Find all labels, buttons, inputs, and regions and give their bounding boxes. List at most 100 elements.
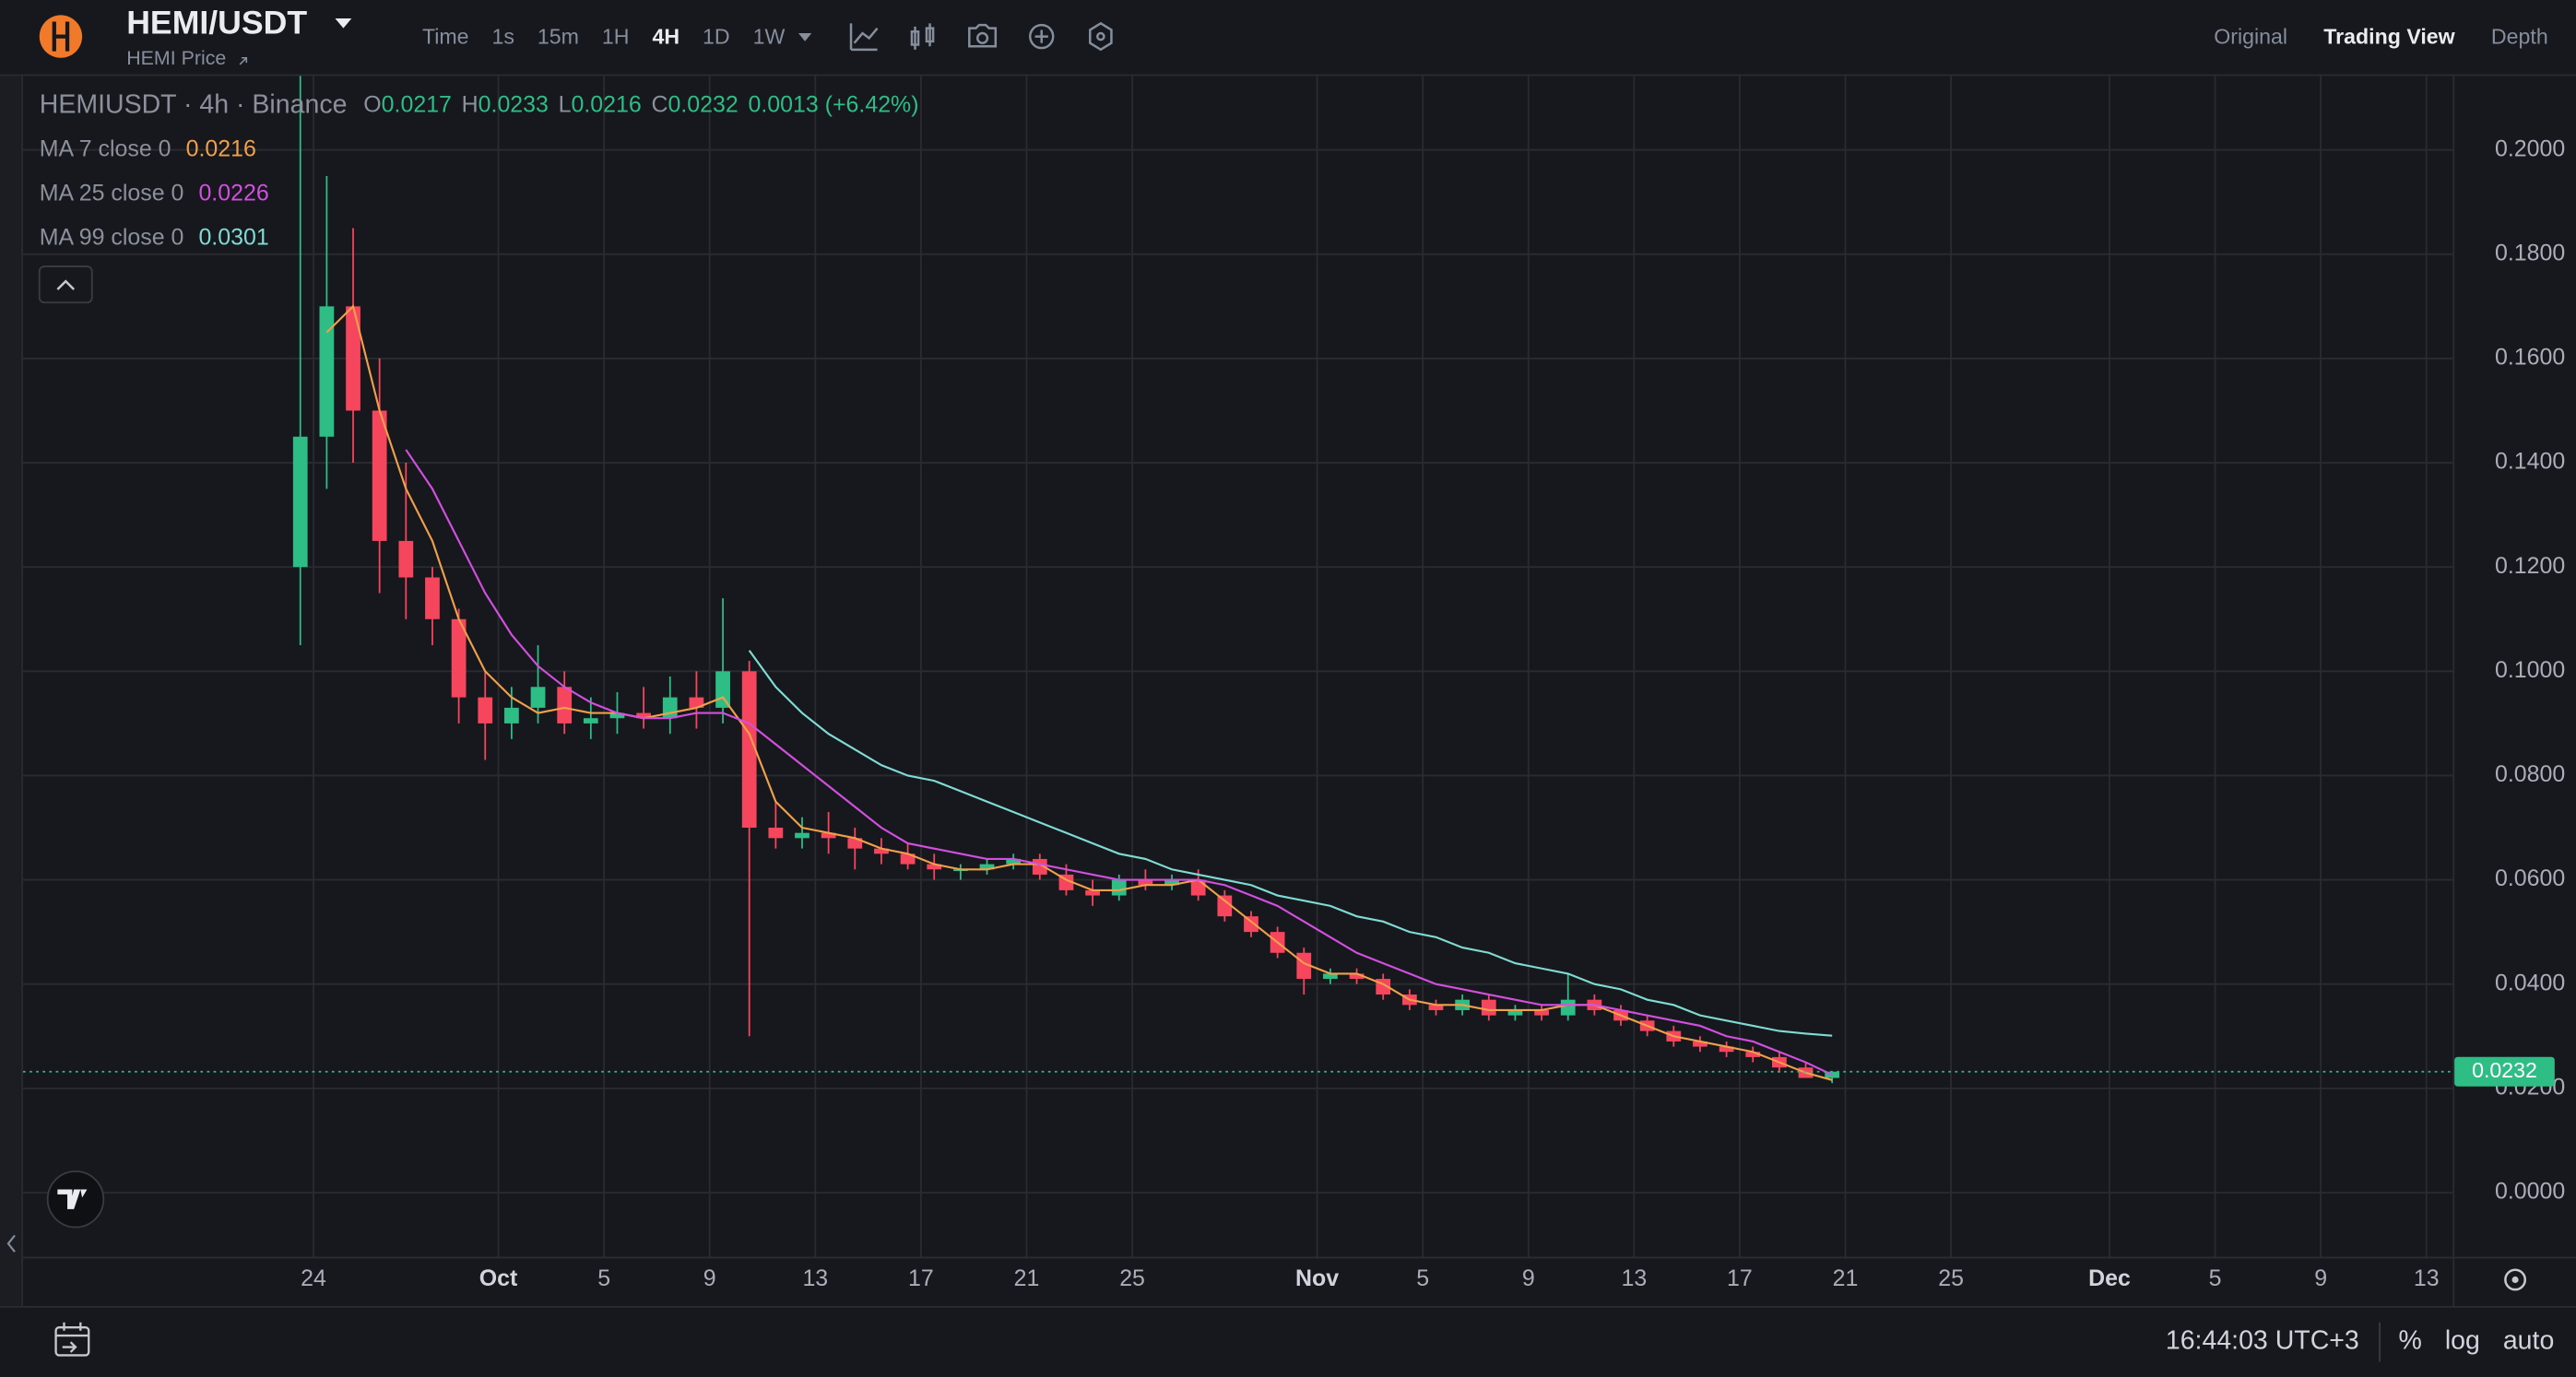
last-price-label: 0.0232: [2472, 1058, 2537, 1082]
candle-body: [1138, 879, 1153, 886]
interval-option[interactable]: Time: [422, 24, 469, 48]
price-link[interactable]: HEMI Price: [126, 47, 226, 69]
candle-body: [900, 853, 916, 865]
ohlc-value: 0.0233: [479, 91, 549, 117]
y-tick-label: 0.1000: [2495, 657, 2565, 683]
legend-collapse-button[interactable]: [38, 265, 93, 304]
indicator-icon[interactable]: [849, 23, 879, 52]
interval-option[interactable]: 15m: [538, 24, 579, 48]
candle-body: [504, 707, 519, 724]
candle-body: [874, 848, 889, 854]
more-intervals[interactable]: [798, 33, 812, 41]
settings-gear: [2504, 1268, 2527, 1291]
view-option[interactable]: Original: [2214, 24, 2287, 48]
x-tick-label: 24: [301, 1265, 326, 1291]
candle-body: [372, 410, 387, 541]
candle-body: [1164, 879, 1179, 886]
screenshot-icon[interactable]: [968, 23, 998, 48]
candle-body: [768, 828, 784, 839]
interval-option[interactable]: 1D: [703, 24, 730, 48]
scale-option[interactable]: %: [2399, 1326, 2422, 1356]
candle-body: [478, 697, 493, 724]
candle-body: [636, 712, 651, 719]
last-price-badge: [2454, 1056, 2555, 1087]
candle-body: [451, 618, 467, 698]
ma-legend: MA 25 close 0 0.0226: [40, 180, 269, 206]
y-tick-label: 0.1600: [2495, 345, 2565, 371]
calendar-lines: [55, 1322, 89, 1353]
candle-body: [1085, 889, 1100, 896]
y-tick-label: 0.0000: [2495, 1179, 2565, 1205]
y-tick-label: 0.1800: [2495, 240, 2565, 265]
change-value: 0.0013 (+6.42%): [748, 91, 918, 117]
y-tick-label: 0.1400: [2495, 449, 2565, 475]
settings-icon[interactable]: [1089, 21, 1113, 52]
x-tick-label: 21: [1833, 1265, 1859, 1291]
time-axis-settings[interactable]: [2504, 1268, 2527, 1291]
chart-type-icon[interactable]: [910, 23, 935, 50]
candle-body: [425, 577, 440, 619]
plot: [22, 76, 2453, 1084]
candle-body: [557, 687, 573, 724]
caret-up: [56, 279, 76, 290]
ma-name: MA 25 close 0: [40, 180, 184, 206]
candle-body: [1719, 1046, 1734, 1053]
scale-option[interactable]: log: [2445, 1326, 2480, 1356]
side-collapse[interactable]: [6, 1234, 16, 1253]
logo[interactable]: [39, 15, 83, 58]
clock: 16:44:03 UTC+3: [2166, 1326, 2359, 1356]
add-icon[interactable]: [1029, 23, 1055, 50]
candle-body: [1745, 1052, 1761, 1057]
candle-body: [1560, 999, 1576, 1016]
date-range-icon[interactable]: [54, 1322, 90, 1357]
x-tick-label: 25: [1938, 1265, 1964, 1291]
candle-body: [1111, 879, 1127, 896]
candle-body: [927, 864, 942, 870]
pair-title[interactable]: HEMI/USDT: [126, 5, 307, 41]
candle-body: [715, 671, 730, 708]
x-tick-label: 5: [597, 1265, 610, 1291]
candle-body: [1481, 999, 1496, 1016]
interval-option[interactable]: 1W: [753, 24, 786, 48]
scale-option[interactable]: auto: [2503, 1326, 2554, 1356]
ohlc-key: O: [363, 91, 381, 117]
interval-option[interactable]: 4H: [652, 24, 679, 48]
top-bar: [0, 0, 2576, 75]
candle-body: [847, 838, 863, 849]
x-tick-label: 21: [1014, 1265, 1040, 1291]
ma-line: [748, 650, 1833, 1037]
grid: [22, 76, 2453, 1257]
symbol-title: HEMIUSDT · 4h · Binance: [40, 89, 348, 119]
interval-option[interactable]: 1s: [492, 24, 514, 48]
side-handle: [0, 76, 22, 1308]
ma-legend: MA 99 close 0 0.0301: [40, 224, 269, 250]
axes: 0.00000.02000.04000.06000.08000.10000.12…: [301, 135, 2565, 1291]
candle-body: [346, 306, 360, 411]
candle-body: [583, 718, 598, 724]
pair-dropdown[interactable]: [335, 18, 352, 29]
candle-body: [398, 540, 414, 578]
legend-collapse[interactable]: [38, 265, 93, 304]
interval-option[interactable]: 1H: [602, 24, 630, 48]
candle-body: [1507, 1009, 1523, 1016]
candle-body: [979, 864, 995, 870]
candle-body: [1428, 1005, 1444, 1010]
calendar-icon: [54, 1325, 90, 1357]
x-tick-label: Dec: [2088, 1265, 2131, 1291]
candle-body: [689, 697, 704, 708]
candle-body: [1217, 895, 1233, 917]
candle-body: [292, 436, 308, 568]
y-tick-label: 0.0800: [2495, 761, 2565, 787]
tv-logo: [46, 1170, 105, 1229]
candle-body: [1825, 1071, 1840, 1078]
candle-body: [662, 697, 678, 719]
ohlc-value: 0.0217: [382, 91, 452, 117]
candle-body: [1006, 858, 1022, 865]
view-option[interactable]: Trading View: [2323, 24, 2455, 48]
logo-mark: [52, 21, 70, 52]
view-option[interactable]: Depth: [2491, 24, 2548, 48]
external-link-icon: [239, 56, 248, 65]
